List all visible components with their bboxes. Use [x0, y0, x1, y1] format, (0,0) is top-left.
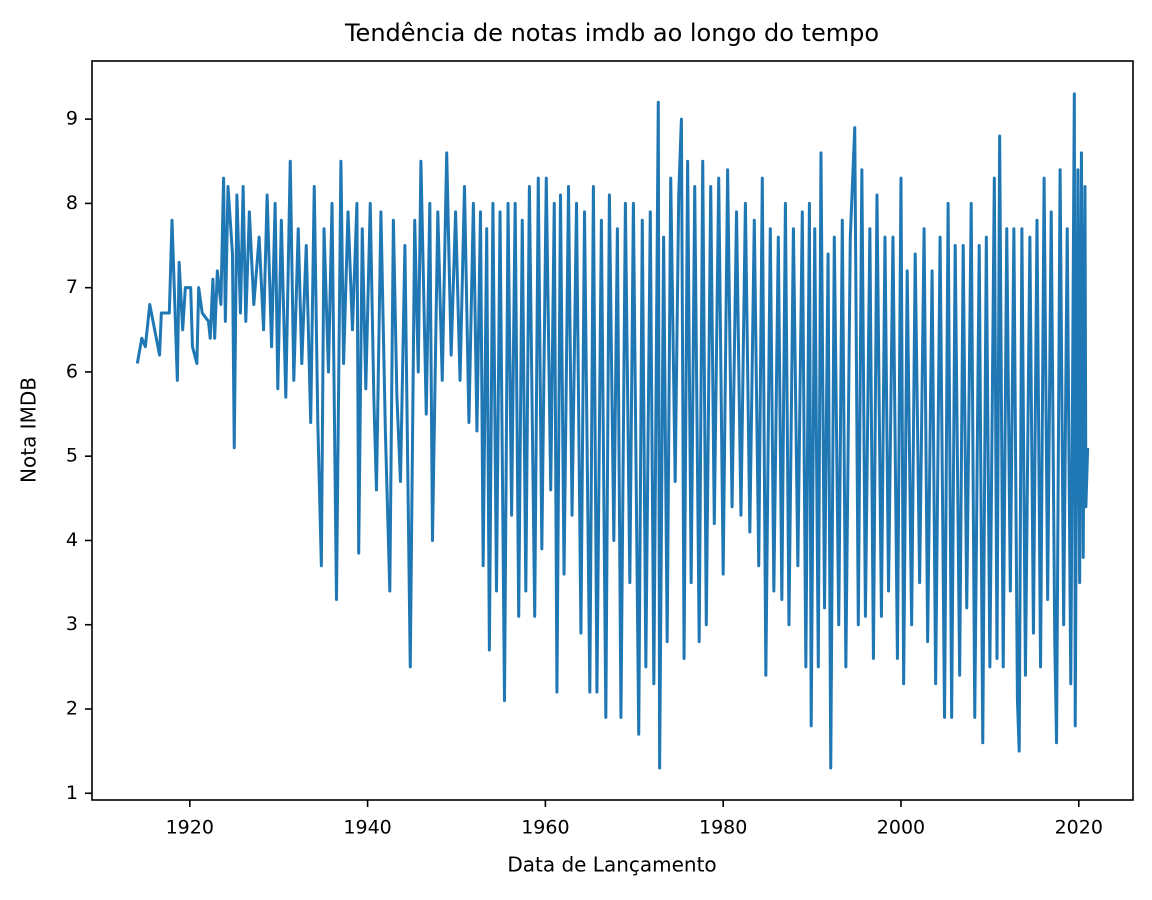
data-line	[135, 92, 1090, 770]
y-tick-label: 6	[66, 360, 78, 382]
x-tick-label: 2000	[877, 817, 925, 839]
x-tick-label: 1940	[343, 817, 391, 839]
plot-frame	[91, 60, 1134, 801]
y-axis-label: Nota IMDB	[17, 377, 41, 483]
y-tick-label: 5	[66, 445, 78, 467]
y-tick-label: 4	[66, 529, 78, 551]
y-tick-label: 7	[66, 276, 78, 298]
y-tick-label: 9	[66, 108, 78, 130]
y-tick-label: 1	[66, 782, 78, 804]
x-tick-label: 1960	[521, 817, 569, 839]
x-tick-label: 2020	[1055, 817, 1103, 839]
y-tick-label: 8	[66, 192, 78, 214]
x-axis-label: Data de Lançamento	[507, 853, 716, 877]
y-tick-label: 3	[66, 613, 78, 635]
x-tick-label: 1920	[166, 817, 214, 839]
x-tick-label: 1980	[699, 817, 747, 839]
y-tick-label: 2	[66, 697, 78, 719]
chart-title: Tendência de notas imdb ao longo do temp…	[344, 19, 879, 47]
